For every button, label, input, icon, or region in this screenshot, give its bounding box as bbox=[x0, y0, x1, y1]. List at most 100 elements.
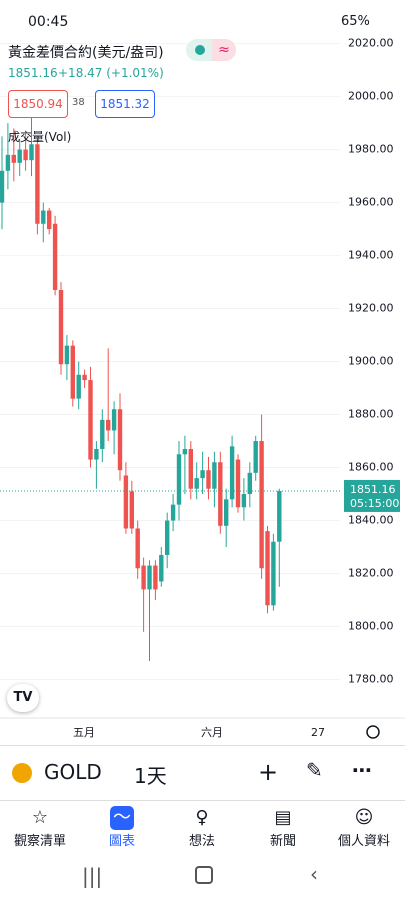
gold-icon bbox=[12, 763, 32, 783]
candle-body bbox=[259, 441, 264, 569]
bottom-nav: ☆ 觀察清單 〜圖表 ♀ 想法 ▤ 新聞 ☺ 個人資料 bbox=[0, 806, 405, 852]
candle-body bbox=[76, 374, 81, 399]
candle-body bbox=[247, 472, 252, 495]
more-button[interactable]: ⋯ bbox=[352, 758, 372, 782]
candle-body bbox=[47, 210, 52, 230]
nav-label[interactable]: 觀察清單 bbox=[13, 834, 66, 849]
candle-body bbox=[159, 554, 164, 582]
candle-body bbox=[29, 144, 34, 161]
nav-label[interactable]: 想法 bbox=[188, 834, 215, 849]
candle-body bbox=[224, 499, 229, 526]
add-button[interactable]: + bbox=[258, 758, 279, 786]
nav-label[interactable]: 新聞 bbox=[269, 834, 296, 849]
candle-body bbox=[94, 448, 99, 460]
candle-body bbox=[129, 491, 134, 529]
candle-body bbox=[277, 490, 282, 542]
y-tick-label: 1940.00 bbox=[348, 249, 394, 262]
candle-body bbox=[41, 210, 46, 224]
nav-icon[interactable]: ☺ bbox=[354, 807, 374, 828]
y-tick-label: 1820.00 bbox=[348, 567, 394, 580]
candle-body bbox=[206, 470, 211, 489]
draw-button[interactable]: ✎ bbox=[306, 758, 323, 782]
candle-body bbox=[271, 541, 276, 606]
candle-body bbox=[253, 441, 258, 473]
ask-button[interactable]: 1851.32 bbox=[95, 90, 155, 118]
candle-body bbox=[70, 345, 75, 399]
candle-body bbox=[52, 223, 58, 291]
toolbar-symbol[interactable]: GOLD bbox=[44, 760, 102, 784]
candle-body bbox=[241, 494, 247, 508]
market-dot bbox=[195, 45, 205, 55]
candle-body bbox=[0, 170, 5, 203]
y-tick-label: 2020.00 bbox=[348, 37, 394, 50]
nav-label[interactable]: 圖表 bbox=[108, 834, 135, 849]
divider bbox=[0, 800, 405, 801]
nav-icon[interactable]: ▤ bbox=[274, 807, 292, 828]
x-tick-label: 五月 bbox=[73, 726, 95, 739]
candle-body bbox=[64, 345, 70, 365]
candle-body bbox=[147, 565, 152, 590]
toolbar-interval[interactable]: 1天 bbox=[134, 764, 167, 788]
y-tick-label: 1800.00 bbox=[348, 620, 394, 633]
y-tick-label: 1960.00 bbox=[348, 196, 394, 209]
y-tick-label: 1900.00 bbox=[348, 355, 394, 368]
candle-body bbox=[58, 290, 64, 365]
candle-body bbox=[135, 528, 140, 569]
candle-body bbox=[5, 154, 11, 171]
nav-icon[interactable]: ☆ bbox=[31, 807, 49, 828]
candle-body bbox=[212, 462, 217, 489]
x-tick-label: 六月 bbox=[201, 726, 223, 739]
last-price-label: 1851.16 bbox=[350, 483, 396, 496]
candle-body bbox=[82, 374, 87, 381]
last-price-box bbox=[344, 479, 400, 512]
spread: 38 bbox=[72, 97, 85, 108]
candle-body bbox=[200, 470, 205, 479]
status-battery: 65% bbox=[341, 14, 370, 29]
candle-body bbox=[153, 565, 158, 590]
y-tick-label: 1920.00 bbox=[348, 302, 394, 315]
candle-body bbox=[106, 419, 111, 431]
countdown-label: 05:15:00 bbox=[350, 497, 399, 510]
candle-body bbox=[111, 409, 117, 431]
candle-body bbox=[194, 478, 199, 489]
nav-icon[interactable]: 〜 bbox=[110, 806, 134, 830]
candle-body bbox=[141, 565, 146, 590]
tv-logo[interactable]: TV bbox=[7, 684, 39, 712]
candle-body bbox=[17, 149, 22, 163]
nav-label[interactable]: 個人資料 bbox=[337, 834, 390, 849]
candle-body bbox=[165, 520, 170, 555]
candle-body bbox=[182, 448, 188, 455]
candle-body bbox=[35, 144, 40, 224]
divider bbox=[0, 745, 405, 746]
volume-label: 成交量(Vol) bbox=[8, 130, 72, 144]
y-tick-label: 1780.00 bbox=[348, 673, 394, 686]
candle-body bbox=[218, 462, 223, 526]
y-tick-label: 2000.00 bbox=[348, 90, 394, 103]
y-tick-label: 1860.00 bbox=[348, 461, 394, 474]
candle-body bbox=[265, 531, 270, 606]
bid-button[interactable]: 1850.94 bbox=[8, 90, 68, 118]
y-tick-label: 1880.00 bbox=[348, 408, 394, 421]
candle-body bbox=[188, 448, 193, 489]
sys-recent[interactable]: ||| bbox=[82, 864, 103, 888]
delay-icon: ≈ bbox=[212, 39, 236, 61]
sys-back[interactable]: ‹ bbox=[310, 862, 318, 886]
candle-body bbox=[117, 409, 123, 471]
candle-body bbox=[88, 380, 93, 460]
candle-body bbox=[11, 154, 16, 163]
y-tick-label: 1840.00 bbox=[348, 514, 394, 527]
nav-icon[interactable]: ♀ bbox=[195, 807, 209, 828]
x-tick-label: 27 bbox=[311, 726, 325, 739]
candle-body bbox=[23, 149, 28, 161]
status-time: 00:45 bbox=[28, 14, 69, 30]
candle-body bbox=[229, 446, 235, 500]
candle-body bbox=[123, 475, 129, 529]
status-pill[interactable]: ≈ bbox=[186, 39, 236, 61]
symbol-title: 黃金差價合約(美元/盎司) bbox=[8, 45, 164, 61]
sys-home[interactable] bbox=[195, 866, 213, 884]
candle-body bbox=[100, 419, 105, 449]
candle-body bbox=[170, 504, 176, 521]
candle-body bbox=[235, 459, 241, 508]
